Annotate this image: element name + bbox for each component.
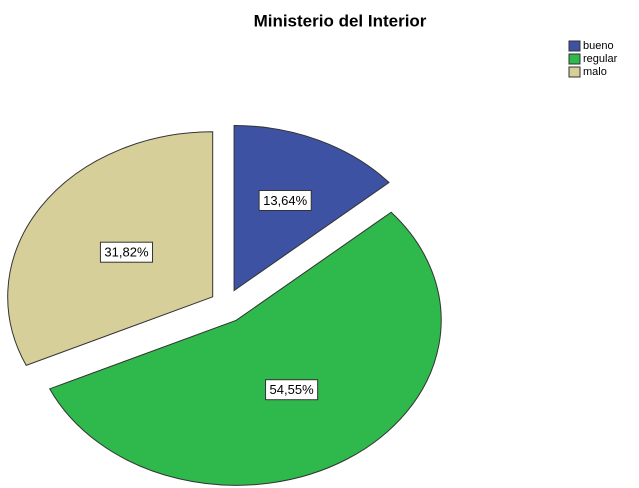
data-label: 13,64% bbox=[263, 193, 308, 208]
data-label-box bbox=[99, 241, 154, 263]
legend-swatch bbox=[568, 66, 581, 78]
legend-swatch bbox=[568, 40, 581, 52]
chart-title: Ministerio del Interior bbox=[254, 11, 427, 30]
pie-slice bbox=[48, 211, 442, 486]
legend-label: malo bbox=[583, 66, 607, 78]
legend-label: bueno bbox=[583, 40, 614, 52]
data-label: 31,82% bbox=[104, 245, 149, 260]
data-label-box bbox=[265, 379, 319, 401]
legend-swatch bbox=[568, 53, 581, 65]
data-label-box bbox=[258, 189, 312, 211]
legend-label: regular bbox=[583, 53, 618, 65]
data-label: 54,55% bbox=[270, 382, 315, 397]
